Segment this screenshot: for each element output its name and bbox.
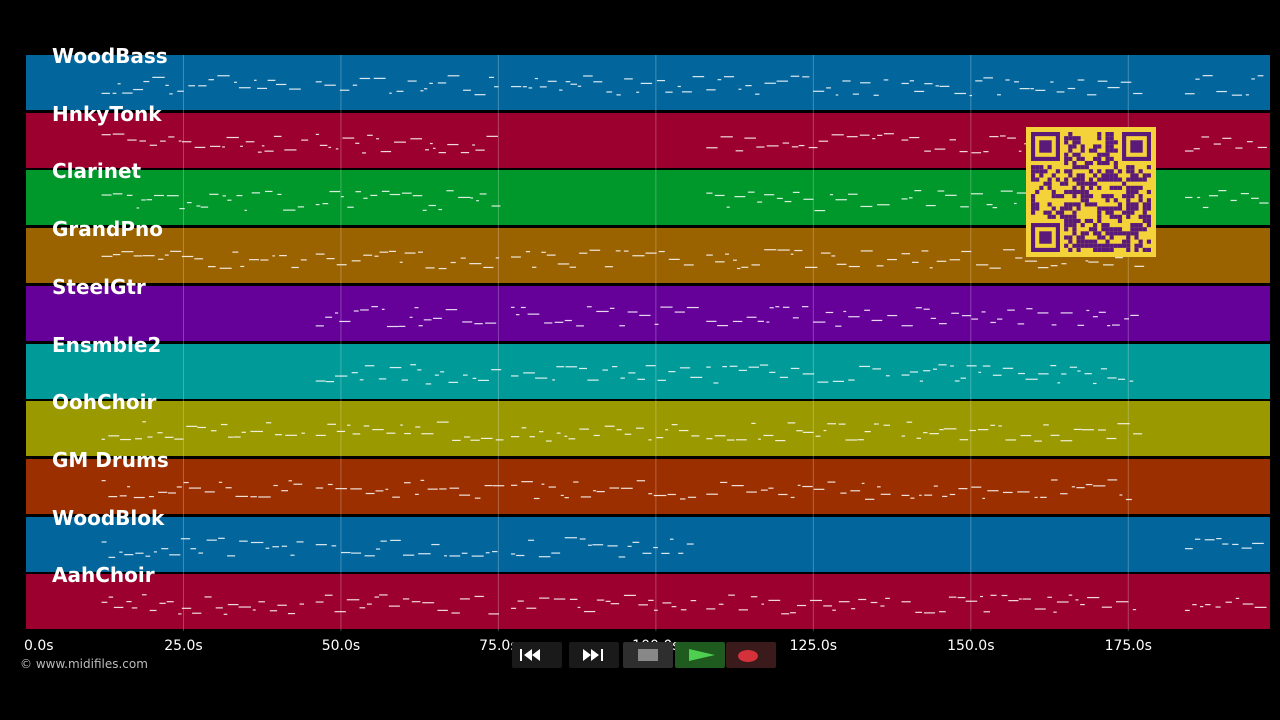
play-button[interactable] [675, 642, 725, 668]
track-notes [315, 363, 1134, 385]
track-name-1: WoodBass [52, 44, 168, 68]
tick-label: 125.0s [789, 638, 838, 654]
stop-icon [638, 649, 658, 661]
play-icon [689, 649, 715, 661]
track-lane-9 [26, 516, 1270, 572]
track-notes [101, 594, 1267, 616]
tick-label: 25.0s [164, 638, 203, 654]
record-button[interactable] [726, 642, 776, 668]
qr-code-pattern [1031, 132, 1151, 252]
time-axis: 0.0s25.0s50.0s75.0s100.0s125.0s150.0s175… [0, 638, 1280, 658]
track-name-9: WoodBlok [52, 505, 165, 530]
tick-label: 50.0s [321, 638, 361, 654]
rewind-icon [520, 649, 540, 661]
track-name-6: Ensmble2 [52, 332, 162, 357]
track-name-7: OohChoir [52, 390, 157, 415]
record-icon [738, 650, 758, 662]
track-name-4: GrandPno [52, 217, 163, 242]
track-lane-5 [26, 285, 1270, 341]
track-notes [101, 421, 1143, 442]
tick-label: 0.0s [24, 638, 54, 654]
track-notes [101, 536, 1264, 558]
track-lane-8 [26, 458, 1270, 514]
qr-code [1026, 127, 1156, 257]
tick-label: 175.0s [1104, 638, 1152, 654]
track-name-5: SteelGtr [52, 274, 146, 299]
track-notes [101, 479, 1132, 501]
track-name-8: GM Drums [52, 447, 169, 472]
track-lane-7 [26, 401, 1270, 457]
track-name-2: HnkyTonk [52, 101, 162, 126]
track-name-3: Clarinet [52, 159, 142, 184]
track-lane-6 [26, 343, 1270, 399]
fast-forward-button[interactable] [569, 642, 619, 668]
fast-forward-icon [583, 649, 603, 661]
track-lanes [26, 55, 1270, 631]
track-lane-10 [26, 574, 1270, 630]
track-name-10: AahChoir [52, 563, 155, 588]
track-notes [315, 305, 1139, 327]
rewind-button[interactable] [512, 642, 562, 668]
stop-button[interactable] [623, 642, 673, 668]
copyright-text: © www.midifiles.com [20, 657, 148, 671]
track-notes [101, 75, 1264, 97]
tick-label: 150.0s [947, 638, 995, 654]
tick-label: 75.0s [479, 638, 518, 654]
track-lane-1 [26, 55, 1270, 110]
